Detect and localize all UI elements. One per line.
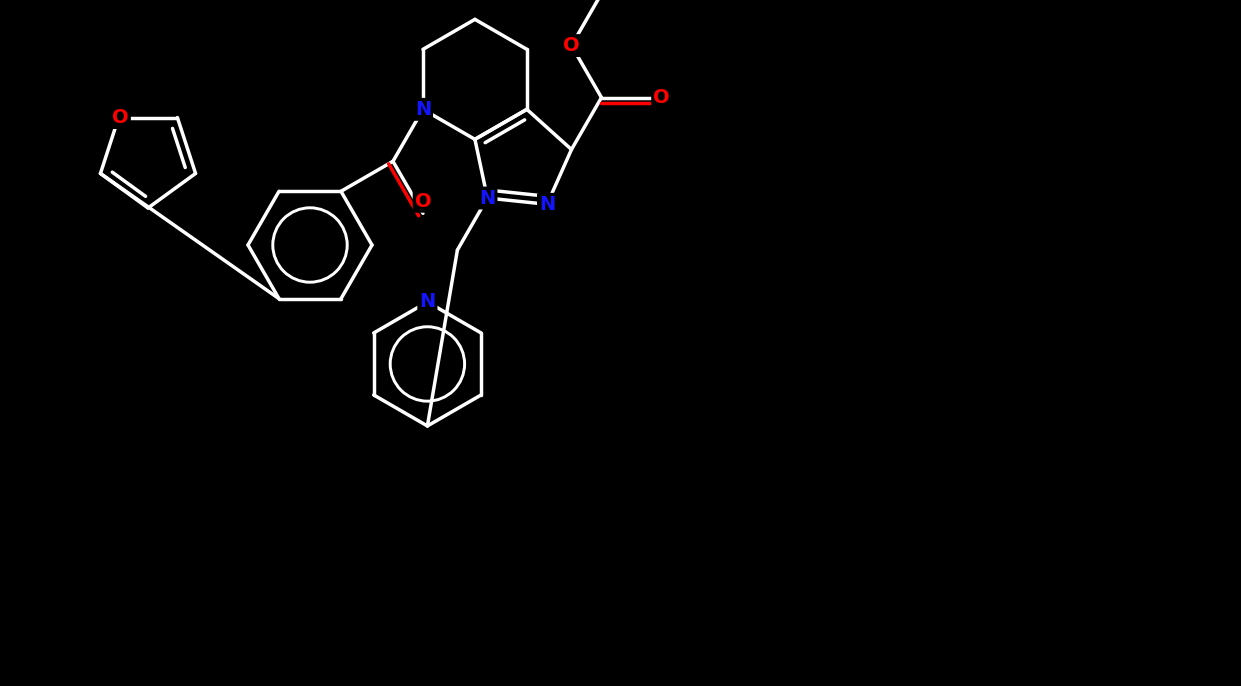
Text: O: O	[414, 192, 432, 211]
Text: O: O	[563, 36, 580, 55]
Text: N: N	[419, 292, 436, 311]
Text: N: N	[479, 189, 495, 208]
Text: N: N	[539, 195, 555, 214]
Text: O: O	[653, 88, 670, 107]
Text: N: N	[414, 100, 431, 119]
Text: O: O	[112, 108, 129, 127]
